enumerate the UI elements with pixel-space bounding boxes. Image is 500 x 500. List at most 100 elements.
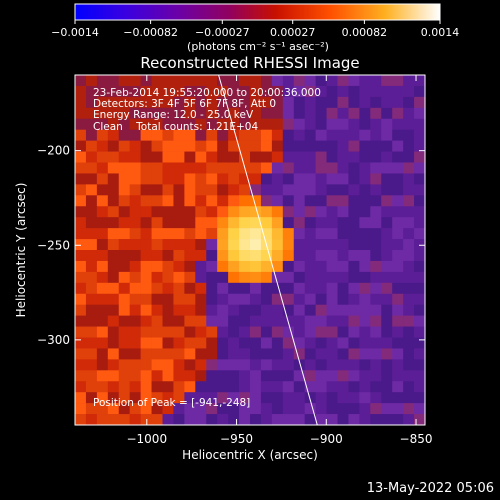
- heatmap-cell: [381, 107, 393, 120]
- heatmap-cell: [217, 403, 229, 415]
- heatmap-cell: [85, 129, 98, 141]
- heatmap-cell: [414, 195, 425, 207]
- heatmap-cell: [348, 96, 360, 109]
- heatmap-cell: [206, 337, 218, 349]
- heatmap-cell: [228, 173, 240, 185]
- heatmap-cell: [140, 250, 152, 262]
- heatmap-cell: [96, 271, 109, 284]
- heatmap-cell: [140, 118, 152, 130]
- heatmap-cell: [315, 381, 327, 393]
- heatmap-cell: [359, 129, 371, 141]
- heatmap-cell: [195, 129, 207, 141]
- heatmap-cell: [173, 184, 185, 196]
- heatmap-cell: [195, 359, 207, 371]
- heatmap-cell: [151, 151, 163, 163]
- heatmap-cell: [414, 250, 425, 262]
- annotation-energy-range: Energy Range: 12.0 - 25.0 keV: [93, 109, 254, 121]
- heatmap-cell: [293, 129, 305, 141]
- heatmap-cell: [260, 392, 273, 404]
- heatmap-cell: [75, 173, 87, 185]
- heatmap-cell: [129, 96, 141, 109]
- heatmap-cell: [403, 348, 415, 360]
- heatmap-cell: [403, 282, 415, 295]
- heatmap-cell: [151, 359, 163, 371]
- heatmap-cell: [217, 195, 229, 207]
- heatmap-cell: [217, 315, 229, 327]
- heatmap-cell: [239, 282, 251, 295]
- heatmap-cell: [260, 304, 273, 316]
- heatmap-cell: [96, 326, 109, 338]
- heatmap-cell: [359, 414, 371, 425]
- y-tick-label: −250: [37, 238, 70, 252]
- heatmap-cell: [75, 140, 87, 152]
- heatmap-cell: [271, 381, 284, 393]
- heatmap-cell: [217, 293, 229, 305]
- heatmap-cell: [75, 337, 87, 349]
- heatmap-cell: [85, 403, 98, 415]
- heatmap-cell: [217, 118, 229, 130]
- heatmap-cell: [75, 359, 87, 371]
- heatmap-cell: [184, 348, 196, 360]
- heatmap-cell: [151, 315, 163, 327]
- heatmap-cell: [392, 96, 404, 109]
- annotation-clean-counts: Clean Total counts: 1.21E+04: [93, 121, 258, 133]
- heatmap-cell: [293, 75, 305, 87]
- heatmap-cell: [173, 129, 185, 141]
- heatmap-cell: [151, 260, 163, 273]
- heatmap-cell: [293, 184, 305, 196]
- heatmap-cell: [359, 195, 371, 207]
- heatmap-cell: [250, 348, 262, 360]
- heatmap-cell: [250, 326, 262, 338]
- heatmap-cell: [392, 195, 404, 207]
- heatmap-cell: [304, 162, 316, 174]
- heatmap-cell: [403, 228, 415, 240]
- heatmap-cell: [107, 304, 120, 316]
- heatmap-cell: [348, 140, 360, 152]
- heatmap-cell: [359, 75, 371, 87]
- heatmap-cell: [206, 96, 218, 109]
- heatmap-cell: [85, 151, 98, 163]
- heatmap-cell: [162, 217, 174, 229]
- heatmap-cell: [381, 370, 393, 382]
- heatmap-cell: [315, 326, 327, 338]
- heatmap-cell: [293, 315, 305, 327]
- heatmap-cell: [315, 304, 327, 316]
- heatmap-cell: [271, 129, 284, 141]
- heatmap-cell: [392, 206, 404, 218]
- heatmap-cell: [162, 173, 174, 185]
- heatmap-cell: [75, 315, 87, 327]
- heatmap-cell: [162, 228, 174, 240]
- heatmap-cell: [140, 260, 152, 273]
- heatmap-cell: [414, 414, 425, 425]
- heatmap-cell: [173, 381, 185, 393]
- heatmap-cell: [337, 282, 349, 295]
- heatmap-cell: [381, 326, 393, 338]
- heatmap-cell: [359, 282, 371, 295]
- heatmap-cell: [392, 414, 404, 425]
- heatmap-cell: [217, 107, 229, 120]
- heatmap-cell: [195, 403, 207, 415]
- heatmap-cell: [315, 359, 327, 371]
- heatmap-cell: [282, 414, 295, 425]
- heatmap-cell: [107, 282, 120, 295]
- heatmap-cell: [348, 206, 360, 218]
- heatmap-cell: [260, 107, 273, 120]
- colorbar-tick-label: 0.00082: [342, 26, 388, 39]
- heatmap-cell: [403, 260, 415, 273]
- heatmap-cell: [195, 239, 207, 251]
- heatmap-cell: [173, 403, 185, 415]
- heatmap-cell: [326, 129, 338, 141]
- heatmap-cell: [381, 403, 393, 415]
- heatmap-cell: [414, 348, 425, 360]
- heatmap-cell: [337, 414, 349, 425]
- heatmap-cell: [85, 250, 98, 262]
- heatmap-cell: [370, 414, 382, 425]
- heatmap-cell: [129, 271, 141, 284]
- y-tick-label: −200: [37, 144, 70, 158]
- heatmap-cell: [140, 162, 152, 174]
- heatmap-cell: [173, 85, 185, 98]
- heatmap-cell: [173, 260, 185, 273]
- heatmap-cell: [326, 195, 338, 207]
- heatmap-cell: [173, 359, 185, 371]
- heatmap-cell: [414, 228, 425, 240]
